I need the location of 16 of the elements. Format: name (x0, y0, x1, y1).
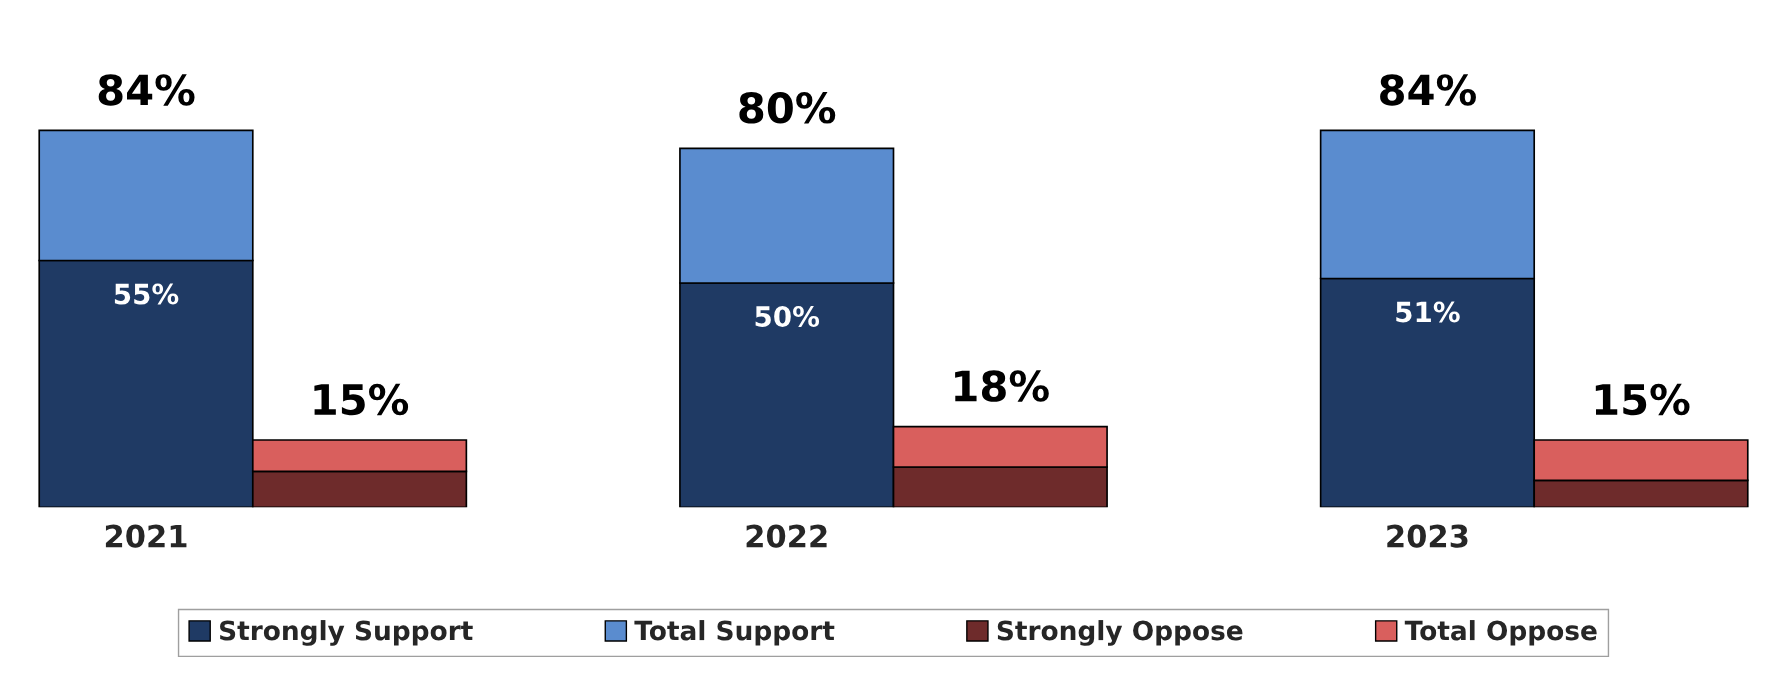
x-tick-label: 2022 (746, 524, 827, 548)
legend-label: Total Oppose (1404, 620, 1597, 646)
total-label: 84% (1380, 74, 1476, 106)
legend-label: Strongly Support (220, 620, 473, 646)
data-label: 50% (755, 305, 820, 327)
total-label: 15% (314, 383, 409, 416)
data-label: 55% (114, 283, 179, 305)
total-label: 18% (955, 370, 1049, 402)
data-label: 51% (1396, 301, 1460, 323)
total-label: 84% (98, 74, 195, 106)
total-label: 80% (739, 92, 836, 124)
legend-label: Strongly Oppose (997, 620, 1243, 646)
legend-label: Total Support (634, 620, 835, 646)
x-tick-label: 2021 (105, 524, 187, 548)
x-tick-label: 2023 (1387, 524, 1468, 548)
total-label: 15% (1595, 383, 1690, 416)
